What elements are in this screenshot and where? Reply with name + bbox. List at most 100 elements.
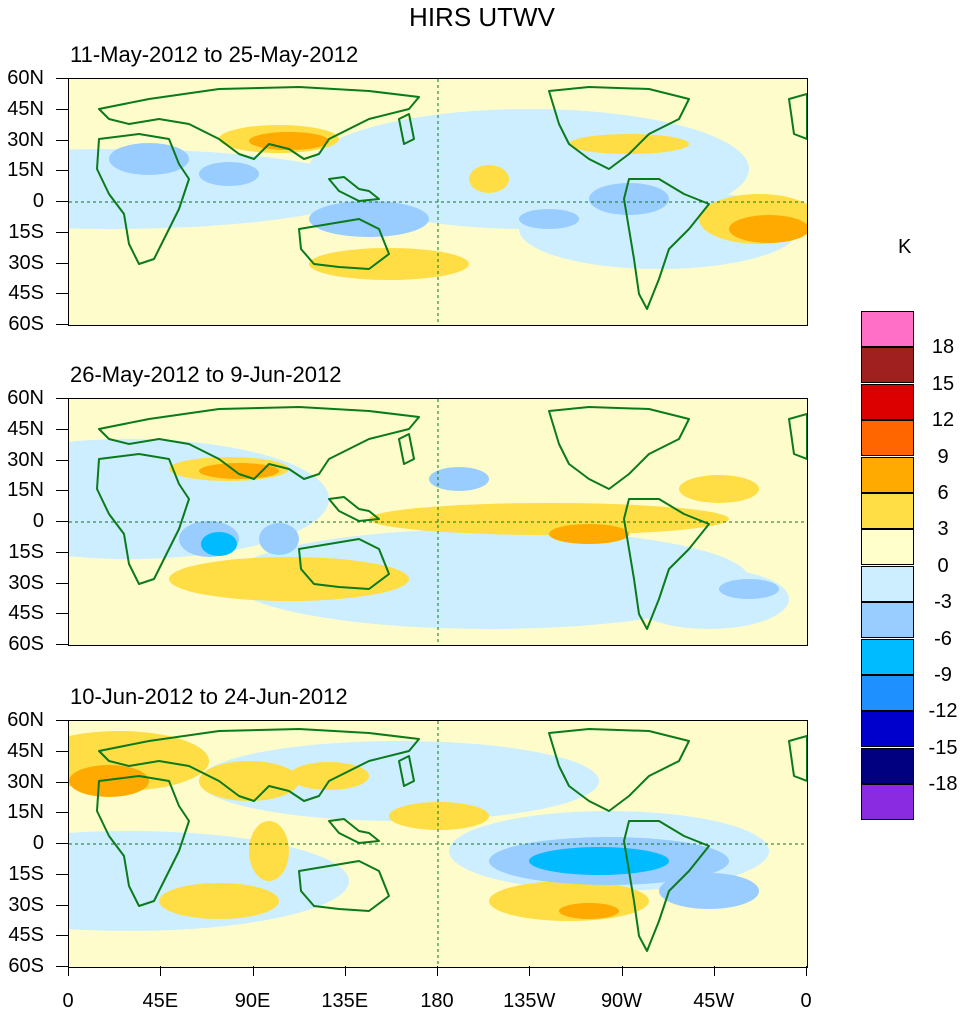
panel-date-range: 11-May-2012 to 25-May-2012 — [70, 42, 359, 67]
colorbar-label: -3 — [934, 591, 952, 614]
anomaly-region — [309, 248, 469, 280]
latitude-label: 15S — [8, 220, 44, 243]
coastline — [328, 818, 380, 844]
coastline — [623, 178, 710, 310]
latitude-label: 30S — [8, 571, 44, 594]
latitude-label: 30N — [7, 128, 44, 151]
latitude-tick — [56, 720, 68, 721]
longitude-tick — [713, 966, 715, 976]
map-canvas — [69, 399, 807, 645]
anomaly-region — [201, 532, 237, 556]
colorbar-swatch — [861, 347, 914, 384]
colorbar-unit: K — [898, 236, 912, 258]
anomaly-region — [249, 821, 289, 881]
latitude-tick — [56, 231, 68, 233]
colorbar-label: -6 — [934, 627, 952, 650]
anomaly-region — [369, 503, 729, 535]
anomaly-region — [169, 557, 409, 601]
latitude-label: 60S — [8, 633, 44, 655]
latitude-label: 45S — [8, 602, 44, 625]
anomaly-region — [259, 523, 299, 555]
latitude-label: 45S — [8, 924, 44, 947]
coastline — [98, 728, 420, 802]
coastline — [98, 86, 420, 160]
coastline — [788, 93, 807, 140]
latitude-label: 60S — [8, 313, 44, 335]
latitude-tick — [56, 935, 68, 937]
latitude-tick — [56, 843, 68, 844]
latitude-tick — [56, 293, 68, 295]
coastline — [623, 498, 710, 630]
anomaly-region — [549, 524, 629, 544]
colorbar-swatch — [861, 529, 914, 566]
anomaly-region — [659, 873, 759, 909]
latitude-label: 45N — [7, 739, 44, 762]
map-panel-3: 10-Jun-2012 to 24-Jun-2012 60N 45N 30N 15N 0… — [0, 684, 860, 984]
anomaly-region — [589, 183, 669, 215]
latitude-label: 60N — [7, 67, 44, 89]
colorbar-label: 9 — [937, 445, 949, 468]
latitude-tick — [56, 459, 68, 461]
longitude-label: 180 — [420, 990, 454, 1012]
colorbar-swatch — [861, 383, 914, 420]
coastline — [328, 176, 380, 202]
longitude-label: 45E — [142, 990, 179, 1012]
colorbar-swatch — [861, 456, 914, 493]
latitude-label: 45N — [7, 97, 44, 120]
latitude-label: 15S — [8, 862, 44, 885]
anomaly-region — [309, 201, 429, 237]
anomaly-region — [529, 847, 669, 875]
longitude-tick — [68, 966, 69, 976]
latitude-label: 0 — [32, 190, 44, 212]
coastline — [398, 755, 415, 787]
latitude-tick — [56, 108, 68, 110]
map-panel-2: 26-May-2012 to 9-Jun-2012 60N 45N 30N 15N 0 1… — [0, 362, 860, 662]
latitude-tick — [56, 78, 68, 79]
colorbar-label: -15 — [928, 736, 958, 759]
coastline — [788, 735, 807, 782]
anomaly-region — [199, 162, 259, 186]
latitude-label: 0 — [32, 510, 44, 532]
coastline — [298, 538, 390, 590]
map-canvas — [69, 721, 807, 967]
anomaly-region — [719, 579, 779, 599]
latitude-tick — [56, 324, 68, 325]
anomaly-region — [199, 741, 599, 821]
anomaly-region — [679, 475, 759, 503]
longitude-label: 0 — [62, 990, 74, 1012]
latitude-tick — [56, 490, 68, 492]
longitude-label: 135W — [503, 990, 556, 1012]
coastline — [548, 86, 690, 170]
latitude-label: 15N — [7, 159, 44, 182]
latitude-label: 60N — [7, 709, 44, 731]
coastline — [98, 406, 420, 480]
latitude-label: 60N — [7, 387, 44, 409]
colorbar-label: 15 — [931, 372, 955, 395]
longitude-label: 45W — [693, 990, 735, 1012]
anomaly-region — [629, 569, 789, 629]
longitude-label: 0 — [800, 990, 812, 1012]
panel-date-range: 10-Jun-2012 to 24-Jun-2012 — [70, 684, 348, 709]
anomaly-region — [569, 134, 689, 154]
anomaly-map — [68, 720, 808, 968]
coastline — [298, 860, 390, 912]
colorbar-label: 0 — [937, 554, 949, 577]
latitude-label: 30S — [8, 893, 44, 916]
colorbar-label: 18 — [931, 336, 955, 359]
panel-date-range: 26-May-2012 to 9-Jun-2012 — [70, 362, 342, 387]
longitude-label: 135E — [321, 990, 369, 1012]
coastline — [398, 433, 415, 465]
latitude-label: 15N — [7, 801, 44, 824]
latitude-tick — [56, 644, 68, 645]
longitude-tick — [160, 966, 162, 976]
map-canvas — [69, 79, 807, 325]
anomaly-map — [68, 78, 808, 326]
colorbar-swatch — [861, 675, 914, 711]
latitude-label: 60S — [8, 955, 44, 977]
coastline — [788, 413, 807, 460]
longitude-tick — [437, 966, 438, 976]
colorbar-label: -9 — [934, 664, 952, 686]
coastline — [548, 406, 690, 490]
anomaly-region — [559, 903, 619, 919]
anomaly-region — [229, 529, 749, 629]
